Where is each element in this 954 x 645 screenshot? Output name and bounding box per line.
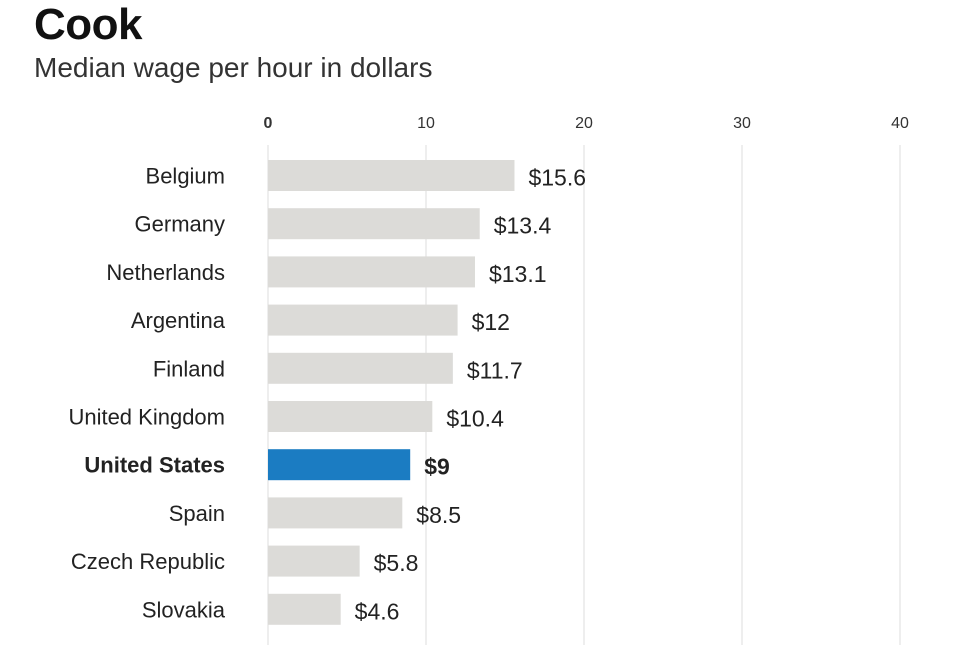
category-label: Czech Republic <box>71 549 225 574</box>
category-label: Argentina <box>131 308 226 333</box>
bar <box>268 304 458 336</box>
bar <box>268 160 515 191</box>
category-label: Germany <box>135 212 225 237</box>
data-label: $15.6 <box>528 165 586 191</box>
data-label: $5.8 <box>374 550 419 576</box>
x-tick-label: 40 <box>891 115 909 132</box>
chart-subtitle: Median wage per hour in dollars <box>34 52 433 83</box>
category-label: Belgium <box>146 164 225 189</box>
data-label: $8.5 <box>416 502 461 528</box>
category-label: Finland <box>153 356 225 381</box>
x-tick-label: 0 <box>264 115 273 132</box>
chart-title: Cook <box>34 0 143 49</box>
data-label: $13.4 <box>494 213 552 239</box>
x-tick-label: 10 <box>417 115 435 132</box>
data-label: $10.4 <box>446 406 504 432</box>
data-label: $11.7 <box>467 357 523 383</box>
bar <box>268 401 433 432</box>
category-label: Spain <box>169 501 225 526</box>
bar <box>268 497 403 529</box>
bar <box>268 593 341 625</box>
bar <box>268 256 475 288</box>
data-label: $13.1 <box>489 261 547 287</box>
bar-highlight <box>268 449 411 481</box>
data-label: $9 <box>424 454 450 480</box>
data-label: $12 <box>472 309 510 335</box>
category-label: Netherlands <box>106 260 225 285</box>
x-tick-label: 30 <box>733 115 751 132</box>
category-label: United States <box>84 453 225 478</box>
bar <box>268 545 360 577</box>
x-tick-label: 20 <box>575 115 593 132</box>
data-label: $4.6 <box>355 598 400 624</box>
category-label: United Kingdom <box>68 405 225 430</box>
bar <box>268 352 453 384</box>
bar <box>268 208 480 240</box>
category-label: Slovakia <box>142 597 226 622</box>
